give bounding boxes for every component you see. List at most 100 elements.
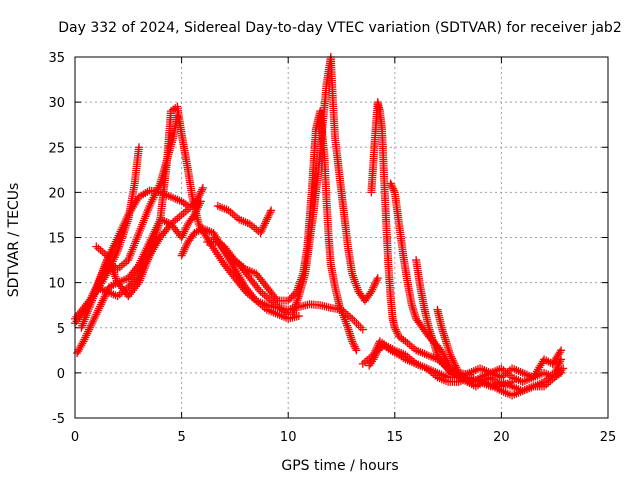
data-point-marker bbox=[386, 179, 395, 188]
data-point-marker bbox=[555, 359, 564, 368]
data-point-marker bbox=[451, 361, 460, 370]
data-point-marker bbox=[92, 310, 101, 319]
y-axis-label: SDTVAR / TECUs bbox=[6, 183, 22, 298]
data-point-marker bbox=[263, 213, 272, 222]
y-tick-label: 5 bbox=[57, 322, 65, 337]
data-point-marker bbox=[388, 182, 397, 191]
data-point-marker bbox=[180, 227, 189, 236]
data-point-marker bbox=[372, 276, 381, 285]
data-point-marker bbox=[190, 210, 199, 219]
data-point-marker bbox=[80, 335, 89, 344]
data-point-marker bbox=[261, 219, 270, 228]
data-point-marker bbox=[557, 346, 566, 355]
data-point-marker bbox=[537, 359, 546, 368]
data-point-marker bbox=[181, 243, 190, 252]
data-point-marker bbox=[229, 254, 238, 263]
data-point-marker bbox=[261, 217, 270, 226]
data-point-marker bbox=[555, 367, 564, 376]
data-point-marker bbox=[236, 275, 245, 284]
data-point-marker bbox=[230, 265, 239, 274]
data-point-marker bbox=[195, 199, 204, 208]
data-point-marker bbox=[353, 283, 362, 292]
data-point-marker bbox=[98, 296, 107, 305]
data-point-marker bbox=[559, 364, 568, 373]
data-point-marker bbox=[531, 369, 540, 378]
data-point-marker bbox=[260, 221, 269, 230]
data-point-marker bbox=[96, 300, 105, 309]
data-point-marker bbox=[178, 231, 187, 240]
data-point-marker bbox=[182, 241, 191, 250]
data-point-marker bbox=[449, 358, 458, 367]
data-point-marker bbox=[530, 371, 539, 380]
data-point-marker bbox=[293, 296, 302, 305]
data-point-marker bbox=[349, 340, 358, 349]
data-point-marker bbox=[368, 285, 377, 294]
data-point-marker bbox=[89, 316, 98, 325]
data-point-marker bbox=[272, 294, 281, 303]
data-point-marker bbox=[353, 285, 362, 294]
data-point-marker bbox=[448, 356, 457, 365]
data-point-marker bbox=[287, 293, 296, 302]
data-point-marker bbox=[95, 304, 104, 313]
y-tick-label: 20 bbox=[48, 186, 65, 201]
data-point-marker bbox=[348, 271, 357, 280]
data-point-marker bbox=[100, 264, 109, 273]
data-point-marker bbox=[195, 191, 204, 200]
data-point-marker bbox=[262, 215, 271, 224]
data-point-marker bbox=[194, 219, 203, 228]
data-point-marker bbox=[294, 294, 303, 303]
data-point-marker bbox=[370, 348, 379, 357]
data-point-marker bbox=[358, 325, 367, 334]
data-point-marker bbox=[266, 208, 275, 217]
data-point-marker bbox=[554, 361, 563, 370]
data-point-marker bbox=[177, 251, 186, 260]
data-point-marker bbox=[197, 187, 206, 196]
data-point-marker bbox=[127, 204, 136, 213]
data-point-marker bbox=[235, 273, 244, 282]
data-point-marker bbox=[97, 298, 106, 307]
data-point-marker bbox=[351, 277, 360, 286]
x-tick-label: 10 bbox=[280, 430, 297, 445]
data-point-marker bbox=[234, 271, 243, 280]
data-point-marker bbox=[508, 377, 517, 386]
data-point-marker bbox=[554, 369, 563, 378]
data-point-marker bbox=[535, 363, 544, 372]
data-point-marker bbox=[198, 185, 207, 194]
data-point-marker bbox=[196, 189, 205, 198]
data-point-marker bbox=[94, 306, 103, 315]
data-point-marker bbox=[181, 225, 190, 234]
data-point-marker bbox=[557, 366, 566, 375]
data-point-marker bbox=[179, 247, 188, 256]
y-tick-label: 0 bbox=[57, 367, 65, 382]
data-point-marker bbox=[129, 202, 138, 211]
y-tick-label: 15 bbox=[48, 232, 65, 247]
data-point-marker bbox=[90, 314, 99, 323]
data-point-marker bbox=[131, 198, 140, 207]
data-point-marker bbox=[452, 363, 461, 372]
data-point-marker bbox=[99, 294, 108, 303]
data-point-marker bbox=[99, 266, 108, 275]
data-point-marker bbox=[182, 223, 191, 232]
data-point-marker bbox=[372, 345, 381, 354]
data-point-marker bbox=[349, 339, 358, 348]
data-point-marker bbox=[447, 352, 456, 361]
data-point-marker bbox=[290, 304, 299, 313]
data-point-marker bbox=[91, 312, 100, 321]
data-point-marker bbox=[264, 211, 273, 220]
data-point-marker bbox=[373, 274, 382, 283]
data-point-marker bbox=[179, 229, 188, 238]
data-point-marker bbox=[238, 277, 247, 286]
series-track-j bbox=[288, 53, 382, 319]
data-point-marker bbox=[389, 184, 398, 193]
series-track-q bbox=[73, 197, 205, 358]
data-point-marker bbox=[446, 350, 455, 359]
data-point-marker bbox=[447, 354, 456, 363]
data-point-marker bbox=[86, 321, 95, 330]
data-point-marker bbox=[87, 319, 96, 328]
data-point-marker bbox=[93, 308, 102, 317]
data-point-marker bbox=[284, 296, 293, 305]
data-point-marker bbox=[369, 350, 378, 359]
data-point-marker bbox=[256, 228, 265, 237]
data-point-marker bbox=[550, 373, 559, 382]
